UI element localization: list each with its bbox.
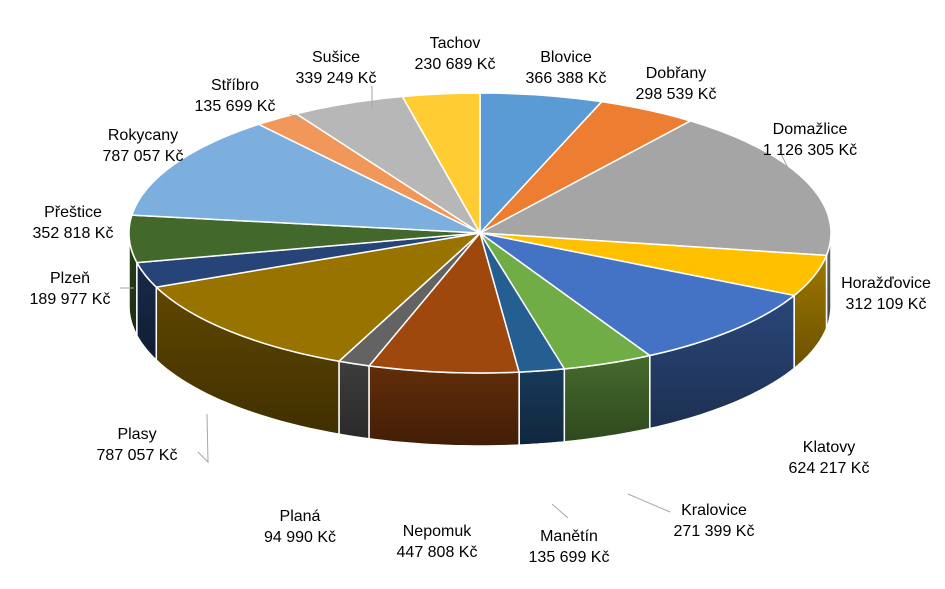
slice-value-label: 135 699 Kč	[195, 98, 276, 115]
leader-line-stříbro	[289, 113, 304, 123]
slice-value-label: 189 977 Kč	[30, 291, 111, 308]
pie-slice-klatovy	[479, 232, 795, 357]
pie-slice-tachov	[401, 92, 481, 234]
slice-name-label: Plasy	[117, 426, 156, 443]
leader-line-manětín	[551, 503, 569, 519]
leader-line-kralovice	[627, 493, 671, 513]
slice-value-label: 298 539 Kč	[636, 86, 717, 103]
pie-slice-domažlice	[479, 120, 832, 257]
slice-value-label: 339 249 Kč	[296, 70, 377, 87]
leader-lines	[120, 86, 789, 519]
slice-name-label: Tachov	[430, 35, 481, 52]
slice-name-label: Dobřany	[646, 65, 706, 82]
slice-value-label: 94 990 Kč	[264, 529, 336, 546]
pie-tops	[128, 92, 832, 374]
slice-value-label: 352 818 Kč	[33, 225, 114, 242]
pie-side-nepomuk	[368, 365, 520, 447]
slice-value-label: 787 057 Kč	[97, 447, 178, 464]
slice-value-label: 787 057 Kč	[103, 148, 184, 165]
slice-name-label: Manětín	[540, 528, 598, 545]
slice-name-label: Plzeň	[50, 270, 90, 287]
slice-value-label: 447 808 Kč	[397, 544, 478, 561]
pie-slice-nepomuk	[368, 232, 520, 374]
pie-sides	[128, 232, 832, 447]
pie-slice-rokycany	[131, 123, 481, 234]
slice-name-label: Domažlice	[773, 121, 848, 138]
pie-side-manětín	[518, 368, 566, 446]
leader-line-plasy	[197, 413, 209, 464]
slice-value-label: 1 126 305 Kč	[763, 142, 857, 159]
slice-value-label: 230 689 Kč	[415, 56, 496, 73]
pie-side-kralovice	[563, 354, 651, 443]
slice-name-label: Přeštice	[44, 204, 102, 221]
pie-slice-plasy	[155, 232, 481, 362]
slice-value-label: 271 399 Kč	[674, 523, 755, 540]
slice-name-label: Planá	[280, 508, 321, 525]
slice-name-label: Kralovice	[681, 502, 747, 519]
slice-name-label: Sušice	[312, 49, 360, 66]
slice-name-label: Blovice	[540, 49, 592, 66]
pie-side-planá	[338, 360, 370, 440]
slice-labels: Blovice 366 388 Kč Dobřany 298 539 Kč Domažl…	[30, 35, 932, 566]
slice-name-label: Stříbro	[211, 77, 259, 94]
slice-name-label: Nepomuk	[403, 523, 472, 540]
slice-value-label: 366 388 Kč	[526, 70, 607, 87]
slice-value-label: 624 217 Kč	[789, 460, 870, 477]
leader-line-domažlice	[779, 151, 789, 169]
slice-name-label: Horažďovice	[841, 275, 931, 292]
slice-value-label: 135 699 Kč	[529, 549, 610, 566]
slice-value-label: 312 109 Kč	[846, 296, 927, 313]
slice-name-label: Klatovy	[803, 439, 855, 456]
slice-name-label: Rokycany	[108, 127, 178, 144]
